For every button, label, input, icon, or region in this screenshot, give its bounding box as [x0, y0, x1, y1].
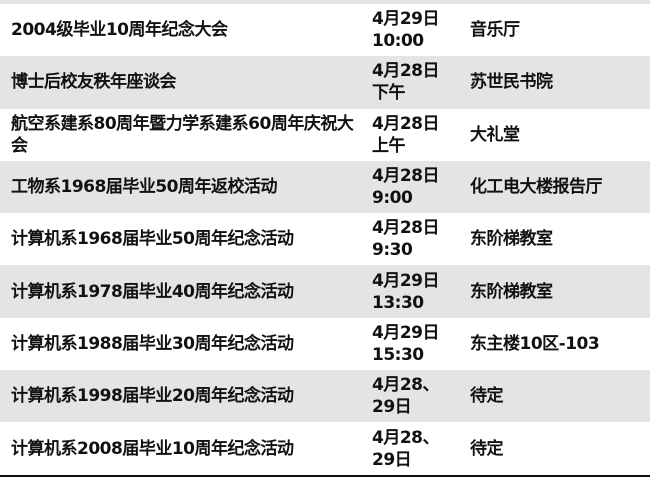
table-row: 计算机系2008届毕业10周年纪念活动 4月28、 29日 待定 [0, 422, 650, 474]
event-time: 下午 [372, 83, 406, 104]
table-row: 计算机系1988届毕业30周年纪念活动 4月29日 15:30 东主楼10区-10… [0, 318, 650, 370]
event-time: 29日 [372, 449, 412, 470]
event-date: 4月28日 [372, 218, 440, 239]
event-name: 博士后校友秩年座谈会 [11, 72, 177, 93]
table-row: 计算机系1968届毕业50周年纪念活动 4月28日 9:30 东阶梯教室 [0, 213, 650, 265]
event-datetime: 4月29日 15:30 [360, 322, 458, 366]
event-venue: 待定 [470, 386, 504, 407]
event-venue: 音乐厅 [470, 20, 520, 41]
event-venue: 化工电大楼报告厅 [470, 177, 603, 198]
event-venue: 大礼堂 [470, 124, 520, 145]
table-row: 工物系1968届毕业50周年返校活动 4月28日 9:00 化工电大楼报告厅 [0, 160, 650, 214]
event-date: 4月28、 [372, 375, 440, 396]
event-date: 4月28日 [372, 113, 440, 134]
event-datetime: 4月28日 9:30 [360, 217, 458, 261]
event-time: 9:30 [372, 240, 413, 261]
event-date: 4月29日 [372, 9, 440, 30]
bottom-rule [0, 474, 650, 477]
event-time: 10:00 [372, 31, 424, 52]
event-name: 计算机系1998届毕业20周年纪念活动 [11, 386, 294, 407]
event-venue: 东阶梯教室 [470, 229, 553, 250]
event-venue: 苏世民书院 [470, 72, 553, 93]
event-name: 计算机系1988届毕业30周年纪念活动 [11, 333, 294, 354]
event-name: 航空系建系80周年暨力学系建系60周年庆祝大会 [11, 113, 354, 156]
table-row: 计算机系1998届毕业20周年纪念活动 4月28、 29日 待定 [0, 370, 650, 423]
event-date: 4月28、 [372, 427, 440, 448]
table-row: 2004级毕业10周年纪念大会 4月29日 10:00 音乐厅 [0, 4, 650, 56]
event-name: 计算机系1968届毕业50周年纪念活动 [11, 229, 294, 250]
top-strip [0, 0, 650, 4]
event-venue: 待定 [470, 438, 504, 459]
event-name: 计算机系1978届毕业40周年纪念活动 [11, 281, 294, 302]
event-datetime: 4月28日 9:00 [360, 165, 458, 209]
event-name: 工物系1968届毕业50周年返校活动 [11, 177, 277, 198]
table-row: 博士后校友秩年座谈会 4月28日 下午 苏世民书院 [0, 56, 650, 109]
events-table: 2004级毕业10周年纪念大会 4月29日 10:00 音乐厅 博士后校友秩年座谈会… [0, 4, 650, 475]
event-date: 4月28日 [372, 61, 440, 82]
event-time: 9:00 [372, 188, 413, 209]
event-venue: 东阶梯教室 [470, 281, 553, 302]
event-datetime: 4月28、 29日 [360, 374, 458, 418]
table-row: 航空系建系80周年暨力学系建系60周年庆祝大会 4月28日 上午 大礼堂 [0, 109, 650, 161]
event-date: 4月29日 [372, 270, 440, 291]
event-datetime: 4月29日 13:30 [360, 270, 458, 314]
event-name: 2004级毕业10周年纪念大会 [11, 20, 228, 41]
table-row: 计算机系1978届毕业40周年纪念活动 4月29日 13:30 东阶梯教室 [0, 265, 650, 318]
event-venue: 东主楼10区-103 [470, 333, 600, 354]
event-date: 4月29日 [372, 322, 440, 343]
event-time: 13:30 [372, 292, 424, 313]
event-date: 4月28日 [372, 166, 440, 187]
event-time: 29日 [372, 397, 412, 418]
event-datetime: 4月28日 下午 [360, 60, 458, 104]
event-name: 计算机系2008届毕业10周年纪念活动 [11, 438, 294, 459]
event-time: 上午 [372, 135, 406, 156]
event-datetime: 4月28、 29日 [360, 427, 458, 471]
event-datetime: 4月29日 10:00 [360, 8, 458, 52]
event-time: 15:30 [372, 344, 424, 365]
event-datetime: 4月28日 上午 [360, 113, 458, 157]
